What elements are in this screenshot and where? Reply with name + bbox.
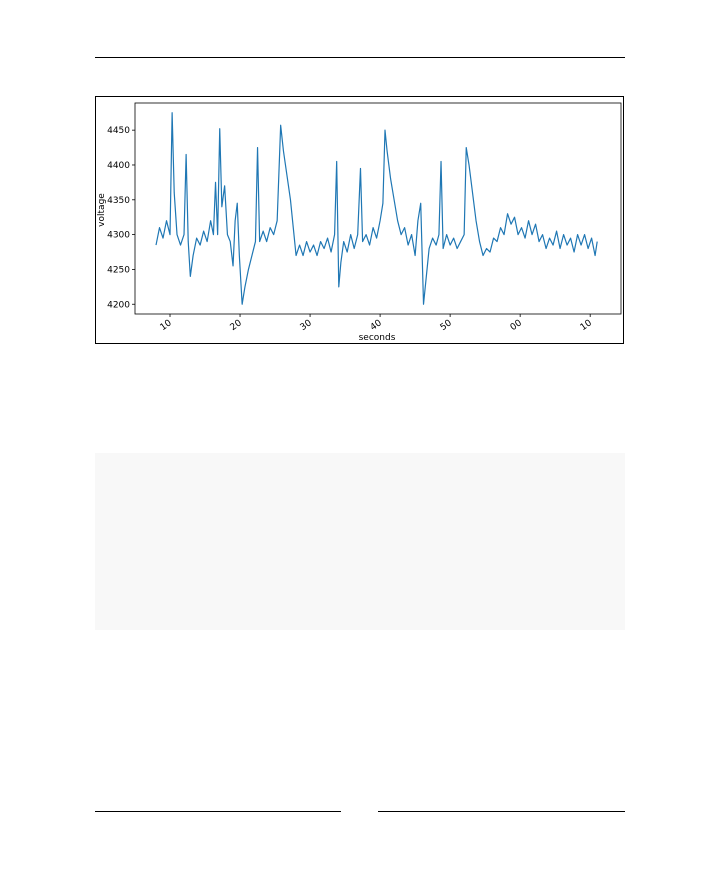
y-tick-label: 4400	[107, 161, 130, 171]
code-block	[95, 453, 625, 630]
x-axis-label: seconds	[359, 333, 396, 343]
x-tick-label: 30	[299, 318, 314, 333]
y-axis-label: voltage	[97, 193, 107, 227]
header-rule	[95, 57, 625, 58]
footer-rule	[378, 811, 625, 812]
y-tick-label: 4200	[107, 300, 130, 310]
x-tick-label: 10	[579, 318, 594, 333]
figure: voltage seconds 4200 4250 4300 4350 4400 4450…	[95, 96, 624, 344]
x-tick-label: 50	[439, 318, 454, 333]
footer-rule	[95, 811, 341, 812]
x-tick-label: 20	[229, 318, 244, 333]
y-tick-label: 4350	[107, 196, 130, 206]
data-line	[155, 112, 598, 305]
chart: voltage seconds 4200 4250 4300 4350 4400 4450…	[97, 102, 622, 343]
x-tick-label: 40	[369, 318, 384, 333]
x-tick-label: 00	[509, 318, 524, 333]
y-tick-label: 4250	[107, 265, 130, 275]
y-tick-label: 4300	[107, 231, 130, 241]
x-tick-label: 10	[159, 318, 174, 333]
plot-frame	[134, 102, 622, 315]
y-tick-label: 4450	[107, 126, 130, 136]
